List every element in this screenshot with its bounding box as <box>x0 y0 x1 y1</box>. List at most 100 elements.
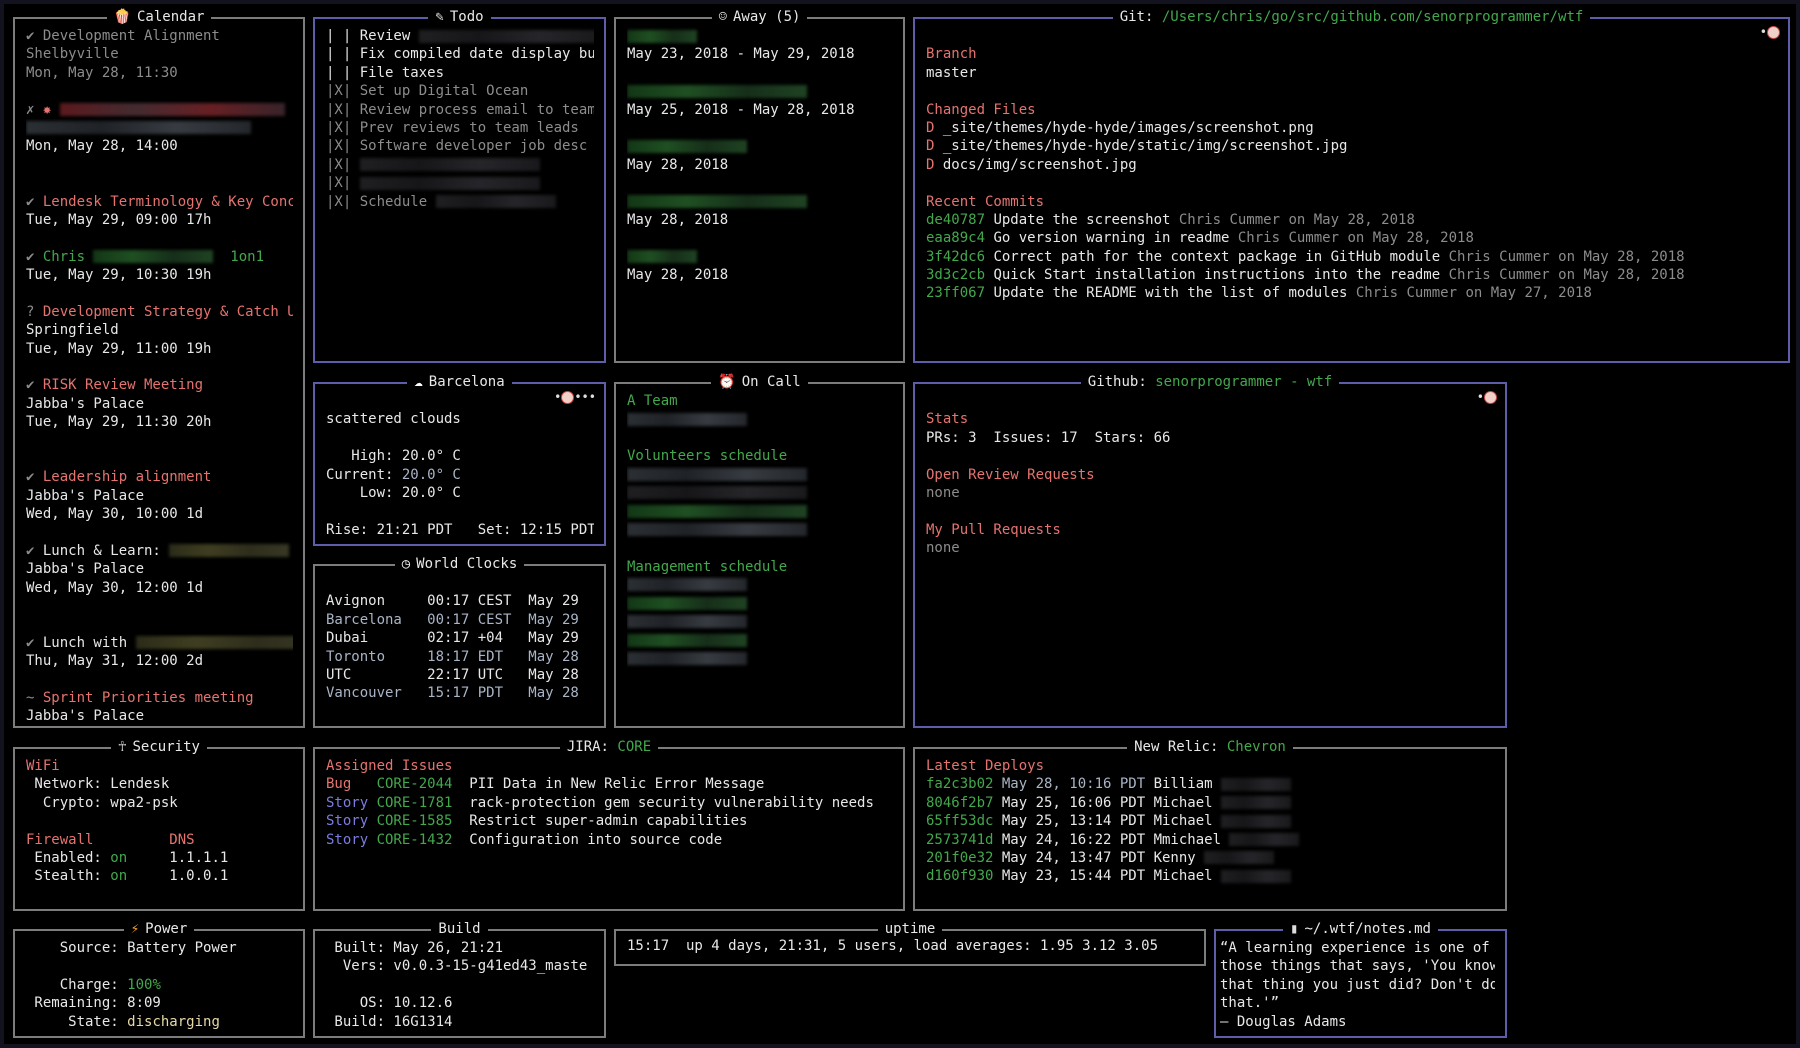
away-line: May 28, 2018 <box>627 211 893 229</box>
line-text: Chris Cummer on May 28, 2018 <box>1178 211 1415 228</box>
notes-widget[interactable]: ▮ ~/.wtf/notes.md “A learning experience i… <box>1214 921 1507 1038</box>
git-line: Recent Commits <box>926 193 1778 211</box>
git-line: Changed Files <box>926 101 1778 119</box>
line-text: ~ <box>26 690 43 707</box>
on-call-widget[interactable]: ⏰ On Call A Team Volunteers schedule Managem… <box>614 374 905 728</box>
power-widget[interactable]: ⚡ Power Source: Battery Power Charge: 100… <box>13 921 305 1038</box>
world-clocks-widget[interactable]: ◷ World Clocks Avignon 00:17 CEST May 29 Ba… <box>313 556 606 728</box>
weather-widget[interactable]: ☁ Barcelona • ••• scattered clouds High: 20.… <box>313 374 606 546</box>
line-text: Management schedule <box>627 558 788 575</box>
wtf-dashboard: 🍿 Calendar ✔ Development Alignment Shelbyvi… <box>4 4 1796 1044</box>
calendar-line: ✔ Lunch with <box>26 634 293 652</box>
line-text: Assigned Issues <box>326 758 453 774</box>
jira-widget[interactable]: JIRA: CORE Assigned Issues Bug CORE-2044 P… <box>313 739 905 911</box>
title-segment: Github: <box>1087 374 1156 390</box>
line-text: WiFi <box>26 758 60 774</box>
uptime-widget[interactable]: uptime 15:17 up 4 days, 21:31, 5 users, l… <box>614 921 1206 966</box>
calendar-line: Mon, May 28, 11:30 <box>26 64 293 82</box>
oncall-line <box>627 484 893 502</box>
build-line: Built: May 26, 21:21 <box>326 939 594 957</box>
title-segment: JIRA: <box>566 739 618 755</box>
calendar-line <box>26 671 293 689</box>
panel-title-text: Github: senorprogrammer - wtf <box>1080 374 1340 390</box>
calendar-line <box>26 82 293 100</box>
line-text: |X| <box>326 175 360 192</box>
oncall-line <box>627 539 893 557</box>
jira-line: Assigned Issues <box>326 757 893 775</box>
line-text: DNS <box>169 831 195 848</box>
redacted-content <box>627 468 807 482</box>
git-widget[interactable]: Git: /Users/chris/go/src/github.com/seno… <box>913 9 1790 363</box>
calendar-line: ✔ Development Alignment <box>26 27 293 45</box>
line-text: Tue, May 29, 09:00 17h <box>26 211 212 228</box>
security-line: Firewall DNS <box>26 831 293 849</box>
line-text: 100% <box>127 976 161 993</box>
line-text: _site/themes/hyde-hyde/images/screenshot… <box>942 119 1314 136</box>
todo-line: |X| Software developer job desc <box>326 137 594 155</box>
build-widget[interactable]: Build Built: May 26, 21:21 Vers: v0.0.3-… <box>313 921 606 1038</box>
panel-title-text: 🍿 Calendar <box>106 9 212 25</box>
line-text: Tue, May 29, 11:00 19h <box>26 340 212 357</box>
calendar-line: ✔ Lendesk Terminology & Key Conc <box>26 193 293 211</box>
line-text: May 28, 2018 <box>627 267 729 284</box>
clown-icon[interactable]: • <box>1477 390 1497 404</box>
away-line: May 28, 2018 <box>627 156 893 174</box>
line-text: ✔ <box>26 377 43 394</box>
line-text: |X| Set up Digital Ocean <box>326 83 529 100</box>
redacted-content <box>359 158 540 172</box>
line-text: ✔ <box>26 542 43 559</box>
security-widget[interactable]: ☥ Security WiFi Network: Lendesk Crypto: w… <box>13 739 305 911</box>
line-text: D <box>926 119 943 136</box>
git-line <box>926 174 1778 192</box>
redacted-content <box>169 544 290 558</box>
title-segment: senorprogrammer - wtf <box>1155 374 1333 390</box>
todo-widget[interactable]: ✎ Todo | | Review | | Fix compiled date di… <box>313 9 606 363</box>
power-line: Remaining: 8:09 <box>26 994 293 1012</box>
weather-line: Current: 20.0° C <box>326 466 594 484</box>
git-title: Git: /Users/chris/go/src/github.com/seno… <box>915 8 1788 26</box>
line-text: Michael <box>1153 813 1222 830</box>
redacted-content <box>627 195 807 209</box>
line-text: OS: 10.12.6 <box>326 995 453 1012</box>
away-line <box>627 64 893 82</box>
new-relic-widget[interactable]: New Relic: Chevron Latest Deploys fa2c3b02… <box>913 739 1507 911</box>
away-line <box>627 82 893 100</box>
calendar-line <box>26 597 293 615</box>
title-segment: CORE <box>617 739 652 755</box>
line-text: Current: <box>326 466 402 483</box>
page-indicator[interactable]: • ••• <box>554 390 596 404</box>
line-text: Michael <box>1153 868 1222 885</box>
redacted-content <box>359 176 540 190</box>
clown-icon[interactable]: • <box>1760 25 1780 39</box>
line-text: Avignon 00:17 CEST May 29 <box>326 593 579 610</box>
github-widget[interactable]: Github: senorprogrammer - wtf • Stats PRs: … <box>913 374 1507 728</box>
calendar-widget[interactable]: 🍿 Calendar ✔ Development Alignment Shelbyvi… <box>13 9 305 728</box>
newrelic-title: New Relic: Chevron <box>915 738 1505 756</box>
line-text: May 23, 15:44 PDT <box>1001 868 1154 885</box>
line-text: Changed Files <box>926 101 1036 118</box>
notes-title: ▮ ~/.wtf/notes.md <box>1216 920 1505 938</box>
line-text: D <box>926 156 943 173</box>
line-text: Remaining: 8:09 <box>26 995 161 1012</box>
newrelic-line: 65ff53dc May 25, 13:14 PDT Michael <box>926 812 1495 830</box>
redacted-content <box>627 412 747 426</box>
git-line: D docs/img/screenshot.jpg <box>926 156 1778 174</box>
jira-line: Story CORE-1585 Restrict super-admin cap… <box>326 812 893 830</box>
away-widget[interactable]: ☺ Away (5) May 23, 2018 - May 29, 2018 May … <box>614 9 905 363</box>
line-text: PII Data in New Relic Error Message <box>469 776 765 793</box>
line-text: |X| Schedule <box>326 193 436 210</box>
notes-line: that thing you just did? Don't do <box>1220 976 1495 994</box>
weather-title: ☁ Barcelona <box>315 373 604 391</box>
line-text: RISK Review Meeting <box>42 377 204 394</box>
calendar-line: Mon, May 28, 14:00 <box>26 137 293 155</box>
github-line: My Pull Requests <box>926 521 1495 539</box>
line-text: Enabled: <box>26 849 111 866</box>
calendar-line: Tue, May 29, 11:30 20h <box>26 413 293 431</box>
oncall-line <box>627 410 893 428</box>
line-text: d160f930 <box>926 868 1002 885</box>
away-line: May 23, 2018 - May 29, 2018 <box>627 45 893 63</box>
git-line: 3f42dc6 Correct path for the context pac… <box>926 248 1778 266</box>
power-line: State: discharging <box>26 1013 293 1031</box>
panel-title-text: JIRA: CORE <box>559 739 659 755</box>
redacted-content <box>93 250 214 264</box>
